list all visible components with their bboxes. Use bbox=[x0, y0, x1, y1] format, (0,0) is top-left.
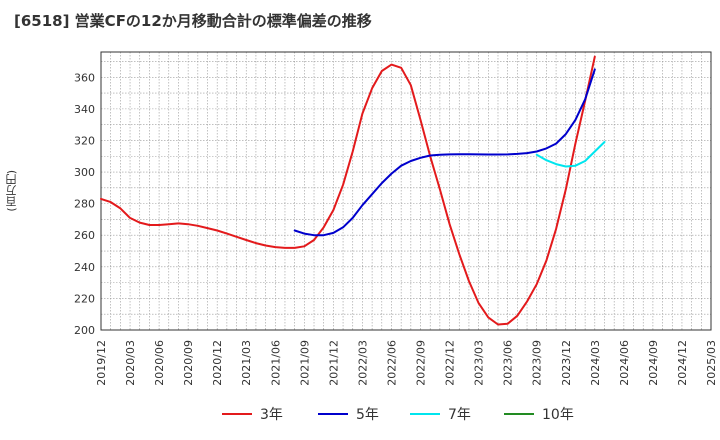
legend-label-10y: 10年 bbox=[542, 407, 574, 423]
x-tick-label: 2022/12 bbox=[444, 340, 457, 386]
y-tick-label: 360 bbox=[74, 71, 95, 84]
x-tick-label: 2020/03 bbox=[124, 340, 137, 386]
x-tick-label: 2024/06 bbox=[618, 340, 631, 386]
legend-swatch-7y bbox=[410, 413, 440, 415]
legend-swatch-10y bbox=[504, 413, 534, 415]
x-tick-label: 2020/09 bbox=[182, 340, 195, 386]
legend-item-3y: 3年 bbox=[222, 402, 283, 426]
legend-label-7y: 7年 bbox=[448, 407, 471, 423]
y-tick-label: 340 bbox=[74, 103, 95, 116]
y-tick-label: 260 bbox=[74, 229, 95, 242]
y-tick-label: 300 bbox=[74, 166, 95, 179]
x-tick-label: 2022/06 bbox=[385, 340, 398, 386]
legend: 3年 5年 7年 10年 bbox=[0, 402, 720, 426]
legend-label-3y: 3年 bbox=[260, 407, 283, 423]
chart-title: [6518] 営業CFの12か月移動合計の標準偏差の推移 bbox=[14, 12, 372, 30]
series-line-0 bbox=[100, 55, 596, 326]
plot-frame bbox=[100, 51, 712, 331]
x-tick-label: 2019/12 bbox=[95, 340, 108, 386]
series-line-2 bbox=[535, 141, 606, 168]
legend-item-7y: 7年 bbox=[410, 402, 471, 426]
x-tick-label: 2022/03 bbox=[356, 340, 369, 386]
legend-item-5y: 5年 bbox=[318, 402, 379, 426]
x-tick-label: 2024/03 bbox=[589, 340, 602, 386]
x-tick-label: 2022/09 bbox=[415, 340, 428, 386]
y-tick-label: 200 bbox=[74, 324, 95, 337]
y-tick-label: 220 bbox=[74, 292, 95, 305]
x-tick-label: 2021/03 bbox=[240, 340, 253, 386]
x-tick-label: 2023/12 bbox=[560, 340, 573, 386]
x-tick-label: 2023/06 bbox=[502, 340, 515, 386]
x-tick-label: 2021/06 bbox=[269, 340, 282, 386]
legend-swatch-3y bbox=[222, 413, 252, 415]
x-tick-label: 2020/12 bbox=[211, 340, 224, 386]
y-tick-label: 240 bbox=[74, 261, 95, 274]
plot-area bbox=[101, 52, 711, 330]
x-tick-label: 2024/09 bbox=[647, 340, 660, 386]
legend-swatch-5y bbox=[318, 413, 348, 415]
legend-label-5y: 5年 bbox=[356, 407, 379, 423]
legend-item-10y: 10年 bbox=[504, 402, 574, 426]
y-tick-label: 320 bbox=[74, 134, 95, 147]
x-tick-label: 2021/09 bbox=[298, 340, 311, 386]
x-tick-label: 2025/03 bbox=[705, 340, 718, 386]
x-tick-label: 2021/12 bbox=[327, 340, 340, 386]
x-tick-label: 2024/12 bbox=[676, 340, 689, 386]
x-tick-label: 2020/06 bbox=[153, 340, 166, 386]
y-tick-label: 280 bbox=[74, 198, 95, 211]
series-line-1 bbox=[293, 68, 596, 237]
x-tick-label: 2023/03 bbox=[473, 340, 486, 386]
x-tick-label: 2023/09 bbox=[531, 340, 544, 386]
